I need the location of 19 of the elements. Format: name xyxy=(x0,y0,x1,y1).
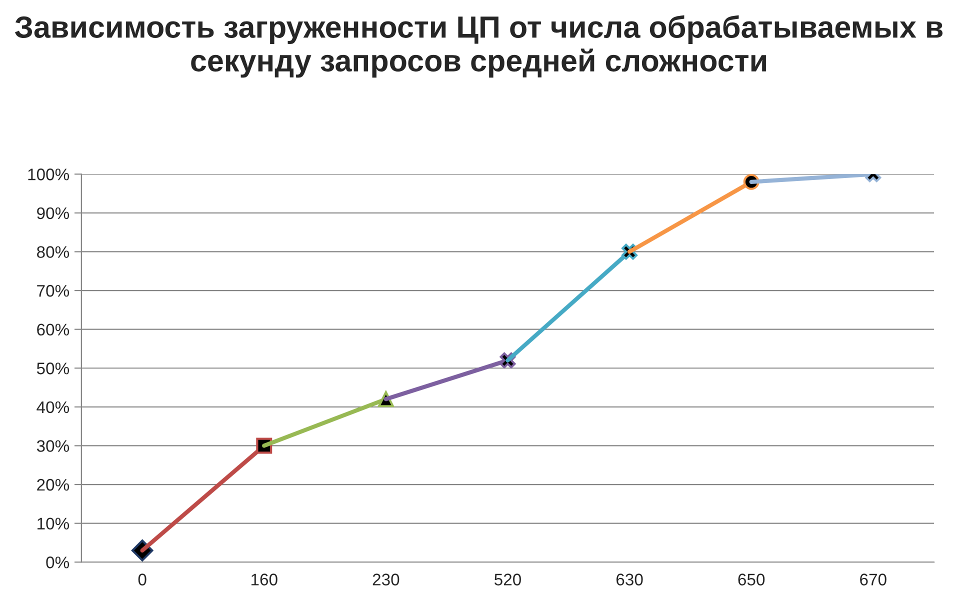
y-tick-label: 90% xyxy=(37,207,70,220)
x-tick-label: 630 xyxy=(616,574,643,586)
y-tick-label: 60% xyxy=(37,324,70,336)
y-tick-label: 10% xyxy=(38,518,70,530)
y-tick-label: 80% xyxy=(36,246,70,258)
x-tick-label: 0 xyxy=(138,574,146,586)
y-tick-label: 70% xyxy=(37,284,70,297)
y-tick-label: 50% xyxy=(36,362,70,374)
x-tick-label: 160 xyxy=(252,574,278,586)
y-tick-label: 100% xyxy=(28,168,70,180)
x-tick-label: 670 xyxy=(860,574,886,586)
x-tick-label: 520 xyxy=(494,574,521,586)
y-tick-label: 0% xyxy=(46,556,70,568)
y-tick-label: 30% xyxy=(36,440,70,452)
chart-title: Зависимость загруженности ЦП от числа обрабатываемых в секунду запросов средней сложности xyxy=(15,15,943,78)
x-tick-label: 650 xyxy=(738,574,765,586)
x-tick-label: 230 xyxy=(372,574,400,586)
y-tick-label: 20% xyxy=(37,478,70,491)
y-tick-label: 40% xyxy=(36,401,70,414)
